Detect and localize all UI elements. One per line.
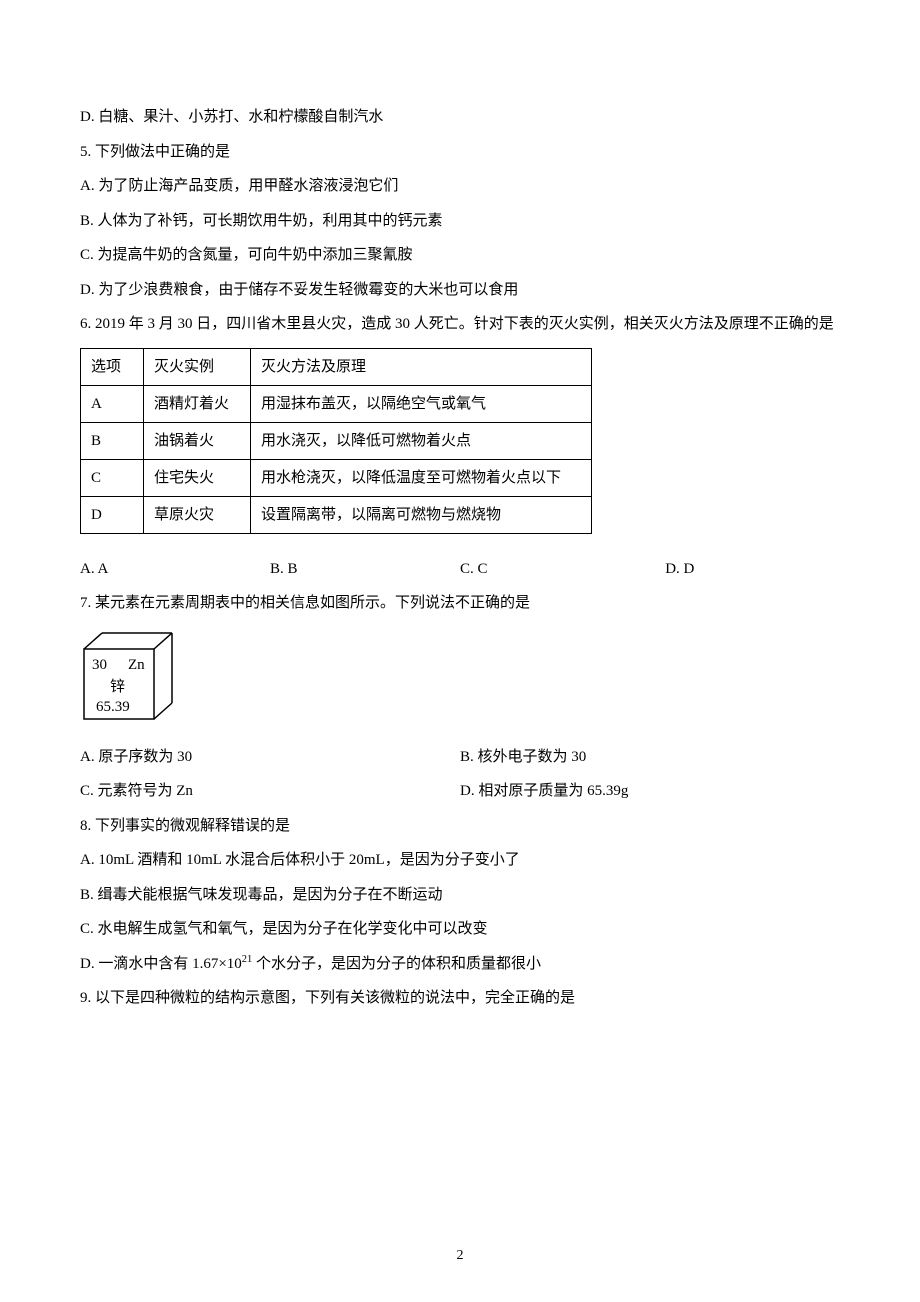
element-box-icon: 30 Zn 锌 65.39 <box>80 631 190 726</box>
q8-option-c: C. 水电解生成氢气和氧气，是因为分子在化学变化中可以改变 <box>80 912 840 947</box>
q7-options-row2: C. 元素符号为 Zn D. 相对原子质量为 65.39g <box>80 774 840 809</box>
q6-options: A. A B. B C. C D. D <box>80 552 840 587</box>
q7-option-d: D. 相对原子质量为 65.39g <box>460 774 840 809</box>
table-cell: 油锅着火 <box>144 422 251 459</box>
q8-option-d: D. 一滴水中含有 1.67×1021 个水分子，是因为分子的体积和质量都很小 <box>80 947 840 982</box>
table-row: B 油锅着火 用水浇灭，以降低可燃物着火点 <box>81 422 592 459</box>
table-cell: 用水浇灭，以降低可燃物着火点 <box>251 422 592 459</box>
q6-option-a: A. A <box>80 552 270 587</box>
q7-stem: 7. 某元素在元素周期表中的相关信息如图所示。下列说法不正确的是 <box>80 586 840 621</box>
element-name: 锌 <box>110 678 125 695</box>
q5-option-c: C. 为提高牛奶的含氮量，可向牛奶中添加三聚氰胺 <box>80 238 840 273</box>
q7-option-b: B. 核外电子数为 30 <box>460 740 840 775</box>
q6-table: 选项 灭火实例 灭火方法及原理 A 酒精灯着火 用湿抹布盖灭，以隔绝空气或氧气 … <box>80 348 592 534</box>
q8-optd-post: 个水分子，是因为分子的体积和质量都很小 <box>252 956 541 972</box>
q8-option-b: B. 缉毒犬能根据气味发现毒品，是因为分子在不断运动 <box>80 878 840 913</box>
q6-stem: 6. 2019 年 3 月 30 日，四川省木里县火灾，造成 30 人死亡。针对… <box>80 307 840 342</box>
table-row: 选项 灭火实例 灭火方法及原理 <box>81 348 592 385</box>
q7-option-c: C. 元素符号为 Zn <box>80 774 460 809</box>
page: D. 白糖、果汁、小苏打、水和柠檬酸自制汽水 5. 下列做法中正确的是 A. 为… <box>0 0 920 1302</box>
table-row: C 住宅失火 用水枪浇灭，以降低温度至可燃物着火点以下 <box>81 459 592 496</box>
table-cell: 住宅失火 <box>144 459 251 496</box>
q8-optd-sup: 21 <box>242 954 253 965</box>
table-cell: 用湿抹布盖灭，以隔绝空气或氧气 <box>251 385 592 422</box>
q5-option-b: B. 人体为了补钙，可长期饮用牛奶，利用其中的钙元素 <box>80 204 840 239</box>
q9-stem: 9. 以下是四种微粒的结构示意图，下列有关该微粒的说法中，完全正确的是 <box>80 981 840 1016</box>
table-row: A 酒精灯着火 用湿抹布盖灭，以隔绝空气或氧气 <box>81 385 592 422</box>
table-cell: D <box>81 496 144 533</box>
table-cell: A <box>81 385 144 422</box>
table-cell: 设置隔离带，以隔离可燃物与燃烧物 <box>251 496 592 533</box>
table-cell: C <box>81 459 144 496</box>
q5-option-d: D. 为了少浪费粮食，由于储存不妥发生轻微霉变的大米也可以食用 <box>80 273 840 308</box>
q7-element-figure: 30 Zn 锌 65.39 <box>80 631 840 726</box>
q8-option-a: A. 10mL 酒精和 10mL 水混合后体积小于 20mL，是因为分子变小了 <box>80 843 840 878</box>
table-header-cell: 灭火方法及原理 <box>251 348 592 385</box>
q6-option-d: D. D <box>665 552 840 587</box>
table-header-cell: 灭火实例 <box>144 348 251 385</box>
table-cell: B <box>81 422 144 459</box>
page-number: 2 <box>0 1240 920 1272</box>
table-cell: 酒精灯着火 <box>144 385 251 422</box>
q8-optd-pre: D. 一滴水中含有 1.67×10 <box>80 956 242 972</box>
table-header-cell: 选项 <box>81 348 144 385</box>
table-row: D 草原火灾 设置隔离带，以隔离可燃物与燃烧物 <box>81 496 592 533</box>
q7-option-a: A. 原子序数为 30 <box>80 740 460 775</box>
q7-options-row1: A. 原子序数为 30 B. 核外电子数为 30 <box>80 740 840 775</box>
table-cell: 草原火灾 <box>144 496 251 533</box>
q5-option-a: A. 为了防止海产品变质，用甲醛水溶液浸泡它们 <box>80 169 840 204</box>
element-number: 30 <box>92 657 107 673</box>
element-symbol: Zn <box>128 657 145 673</box>
table-cell: 用水枪浇灭，以降低温度至可燃物着火点以下 <box>251 459 592 496</box>
q6-option-b: B. B <box>270 552 460 587</box>
q5-stem: 5. 下列做法中正确的是 <box>80 135 840 170</box>
q4-option-d: D. 白糖、果汁、小苏打、水和柠檬酸自制汽水 <box>80 100 840 135</box>
q6-option-c: C. C <box>460 552 665 587</box>
element-mass: 65.39 <box>96 699 130 715</box>
q8-stem: 8. 下列事实的微观解释错误的是 <box>80 809 840 844</box>
